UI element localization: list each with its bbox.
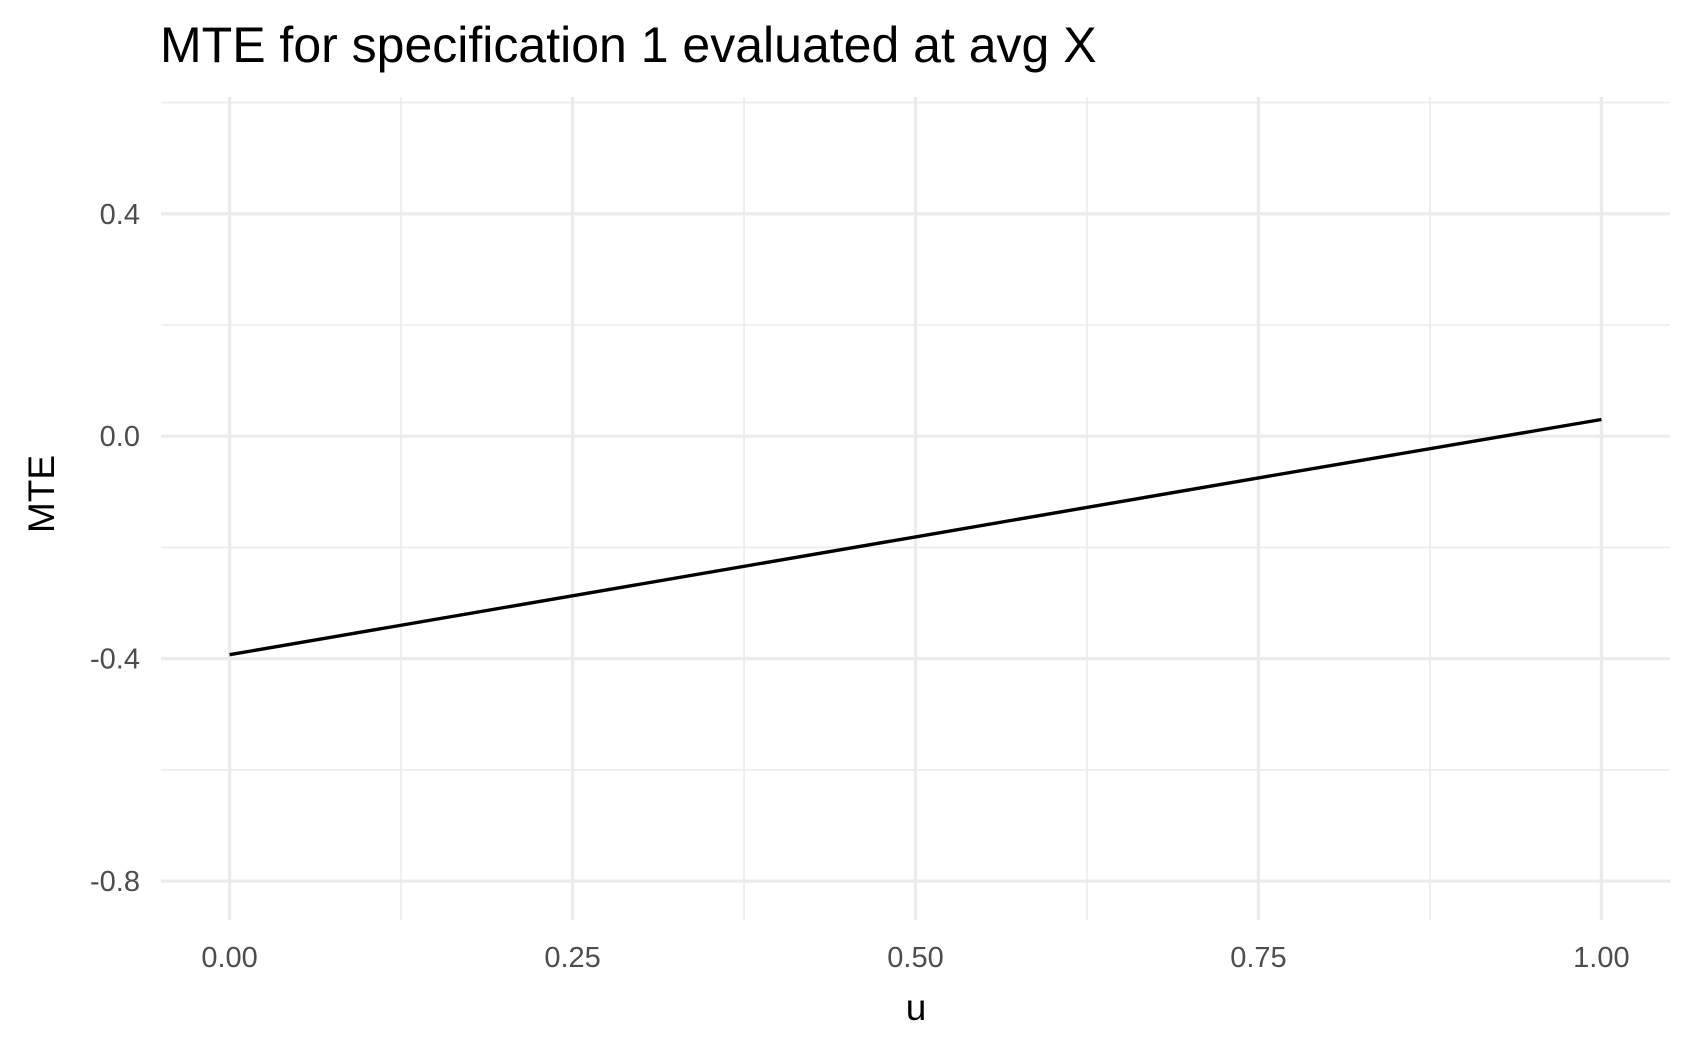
x-tick-label: 1.00 [1573,942,1629,974]
y-tick-label: 0.0 [100,421,140,453]
y-axis-title: MTE [21,455,62,533]
mte-series-line [229,417,1602,657]
x-tick-label: 0.25 [544,942,600,974]
chart-title: MTE for specification 1 evaluated at avg… [160,17,1097,73]
major-gridlines [161,97,1670,920]
series-layer [229,417,1602,657]
x-tick-label: 0.00 [201,942,257,974]
x-tick-label: 0.50 [887,942,943,974]
y-tick-label: 0.4 [100,199,140,231]
x-tick-label: 0.75 [1230,942,1286,974]
y-axis-tick-labels: -0.8 -0.4 0.0 0.4 [90,199,140,898]
y-tick-label: -0.4 [90,644,140,676]
x-axis-tick-labels: 0.00 0.25 0.50 0.75 1.00 [201,942,1629,974]
x-axis-title: u [906,987,927,1028]
y-tick-label: -0.8 [90,866,140,898]
